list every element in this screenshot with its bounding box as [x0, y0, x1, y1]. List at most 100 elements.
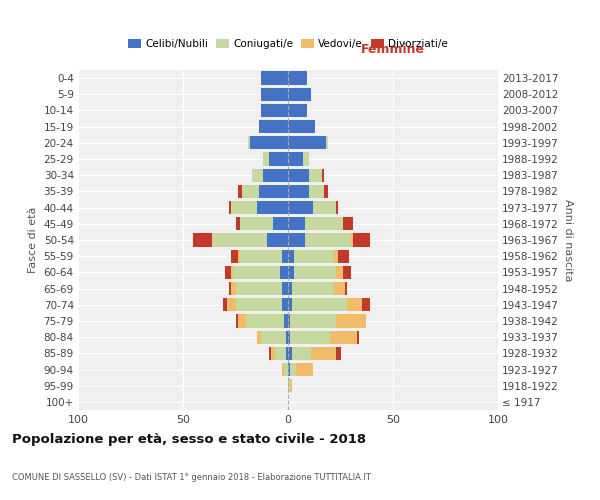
Bar	[212, 234, 267, 246]
Bar	[288, 168, 309, 182]
Bar	[343, 266, 351, 279]
Y-axis label: Fasce di età: Fasce di età	[28, 207, 38, 273]
Bar	[288, 185, 309, 198]
Bar	[330, 330, 358, 344]
Bar	[358, 330, 359, 344]
Bar	[337, 201, 338, 214]
Bar	[280, 266, 288, 279]
Bar	[232, 250, 238, 263]
Bar	[288, 363, 290, 376]
Bar	[337, 346, 341, 360]
Bar	[288, 217, 305, 230]
Bar	[240, 217, 274, 230]
Bar	[235, 282, 282, 295]
Bar	[233, 266, 280, 279]
Bar	[292, 282, 334, 295]
Bar	[288, 346, 292, 360]
Bar	[288, 330, 290, 344]
Bar	[238, 185, 242, 198]
Bar	[337, 314, 366, 328]
Bar	[303, 152, 309, 166]
Bar	[334, 282, 344, 295]
Bar	[238, 250, 240, 263]
Bar	[282, 363, 284, 376]
Bar	[225, 266, 232, 279]
Bar	[334, 250, 338, 263]
Bar	[295, 266, 337, 279]
Bar	[347, 298, 361, 312]
Bar	[305, 234, 351, 246]
Bar	[227, 298, 235, 312]
Bar	[282, 282, 288, 295]
Bar	[288, 234, 305, 246]
Bar	[269, 346, 271, 360]
Bar	[284, 363, 288, 376]
Bar	[229, 282, 232, 295]
Bar	[232, 266, 233, 279]
Bar	[351, 234, 353, 246]
Bar	[311, 346, 337, 360]
Bar	[337, 266, 343, 279]
Bar	[235, 314, 238, 328]
Bar	[290, 314, 337, 328]
Bar	[313, 201, 337, 214]
Bar	[269, 152, 288, 166]
Bar	[295, 250, 334, 263]
Bar	[246, 314, 284, 328]
Bar	[288, 120, 316, 134]
Bar	[271, 346, 275, 360]
Bar	[286, 346, 288, 360]
Bar	[253, 168, 263, 182]
Bar	[288, 152, 303, 166]
Bar	[232, 282, 235, 295]
Bar	[290, 363, 296, 376]
Bar	[338, 250, 349, 263]
Bar	[260, 88, 288, 101]
Bar	[353, 234, 370, 246]
Bar	[309, 185, 324, 198]
Bar	[361, 298, 370, 312]
Bar	[292, 346, 311, 360]
Bar	[248, 136, 250, 149]
Bar	[263, 152, 269, 166]
Legend: Celibi/Nubili, Coniugati/e, Vedovi/e, Divorziati/e: Celibi/Nubili, Coniugati/e, Vedovi/e, Di…	[124, 34, 452, 53]
Bar	[345, 282, 347, 295]
Bar	[288, 88, 311, 101]
Bar	[282, 250, 288, 263]
Bar	[288, 266, 295, 279]
Bar	[309, 168, 322, 182]
Bar	[232, 201, 257, 214]
Bar	[223, 298, 227, 312]
Bar	[286, 330, 288, 344]
Bar	[305, 217, 343, 230]
Bar	[288, 298, 292, 312]
Bar	[288, 136, 326, 149]
Bar	[290, 379, 292, 392]
Bar	[282, 298, 288, 312]
Bar	[250, 136, 288, 149]
Bar	[240, 250, 282, 263]
Bar	[275, 346, 286, 360]
Bar	[260, 72, 288, 85]
Bar	[288, 282, 292, 295]
Bar	[288, 201, 313, 214]
Bar	[288, 314, 290, 328]
Bar	[257, 201, 288, 214]
Bar	[257, 330, 260, 344]
Bar	[288, 250, 295, 263]
Bar	[290, 330, 330, 344]
Bar	[288, 379, 290, 392]
Y-axis label: Anni di nascita: Anni di nascita	[563, 198, 573, 281]
Bar	[284, 314, 288, 328]
Bar	[259, 185, 288, 198]
Bar	[274, 217, 288, 230]
Bar	[324, 185, 328, 198]
Bar	[235, 217, 240, 230]
Bar	[259, 120, 288, 134]
Text: Popolazione per età, sesso e stato civile - 2018: Popolazione per età, sesso e stato civil…	[12, 432, 366, 446]
Bar	[292, 298, 347, 312]
Bar	[326, 136, 328, 149]
Bar	[288, 104, 307, 117]
Bar	[193, 234, 212, 246]
Text: COMUNE DI SASSELLO (SV) - Dati ISTAT 1° gennaio 2018 - Elaborazione TUTTITALIA.I: COMUNE DI SASSELLO (SV) - Dati ISTAT 1° …	[12, 473, 371, 482]
